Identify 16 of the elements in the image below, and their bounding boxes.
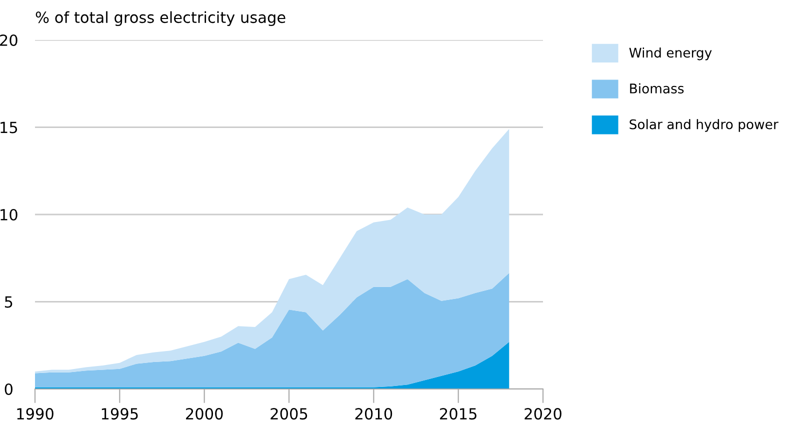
y-tick-label: 5 — [4, 296, 12, 308]
x-tick-label: 2010 — [355, 408, 392, 420]
y-tick-label: 15 — [0, 122, 18, 134]
y-tick-label: 10 — [0, 208, 18, 221]
x-tick-label: 2005 — [270, 408, 308, 420]
x-tick-label: 1990 — [17, 408, 54, 420]
legend-label: Biomass — [630, 83, 684, 94]
x-tick-label: 1995 — [102, 408, 138, 420]
y-tick-label: 20 — [0, 34, 18, 46]
x-tick-label: 2000 — [186, 408, 223, 420]
y-axis-title: % of total gross electricity usage — [36, 11, 286, 26]
x-tick-label: 2020 — [524, 408, 562, 420]
legend-label: Solar and hydro power — [630, 119, 778, 132]
y-tick-label: 0 — [4, 383, 12, 396]
x-tick-label: 2015 — [440, 408, 476, 420]
legend-label: Wind energy — [629, 47, 712, 60]
